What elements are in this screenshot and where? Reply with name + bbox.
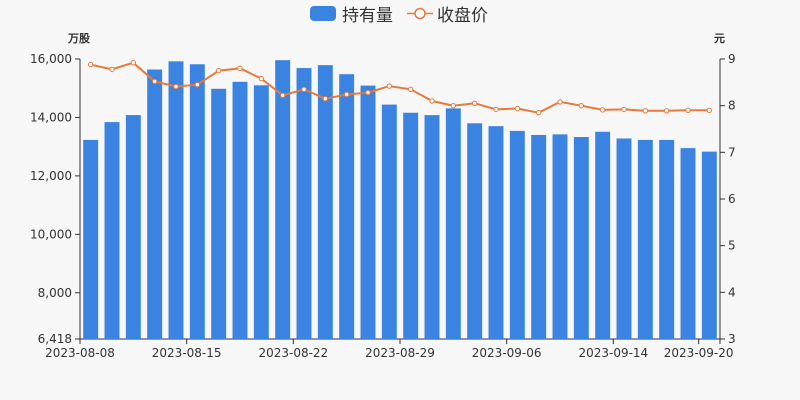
bar	[680, 148, 696, 339]
price-point	[173, 83, 179, 90]
x-axis-tick-label: 2023-08-08	[45, 346, 115, 360]
bar	[296, 68, 312, 339]
line-series	[87, 60, 713, 116]
right-axis-tick-label: 9	[728, 52, 736, 66]
legend-line-marker	[414, 7, 426, 20]
right-axis-tick-label: 5	[728, 239, 736, 253]
x-axis-tick-label: 2023-08-29	[365, 346, 435, 360]
x-axis: 2023-08-08 2023-08-15 2023-08-22 2023-08-29…	[45, 338, 734, 360]
right-axis-tick-label: 6	[728, 192, 736, 206]
bar	[595, 131, 611, 339]
bar	[147, 69, 163, 340]
legend-line-label: 收盘价	[437, 6, 488, 26]
bar	[552, 134, 568, 339]
bar	[659, 139, 675, 339]
right-axis-tick-label: 4	[728, 285, 736, 299]
price-point	[450, 102, 457, 109]
bar	[573, 137, 589, 339]
right-axis-unit: 元	[714, 32, 725, 45]
bar	[339, 74, 355, 339]
price-point	[322, 95, 329, 102]
price-point	[215, 67, 222, 74]
bar	[467, 123, 483, 340]
bar	[125, 115, 141, 339]
bar	[232, 81, 248, 340]
bar	[253, 85, 269, 339]
price-point	[109, 66, 115, 72]
price-line	[90, 61, 710, 114]
price-point	[557, 99, 563, 105]
bar	[104, 122, 120, 339]
bar	[83, 139, 99, 339]
bar	[637, 139, 653, 339]
left-axis-tick-label: 10,000	[30, 227, 72, 241]
x-axis-tick-label: 2023-09-14	[578, 346, 648, 360]
right-axis-tick-label: 8	[728, 99, 736, 113]
price-point	[599, 107, 606, 113]
right-axis: 3 4 5 6 7 8 9	[719, 52, 736, 346]
bar	[211, 88, 227, 340]
price-point	[386, 83, 393, 89]
x-axis-tick-label: 2023-09-20	[664, 346, 734, 360]
bar	[701, 151, 717, 339]
price-point	[151, 78, 158, 85]
price-point	[578, 102, 585, 109]
x-axis-tick-label: 2023-09-06	[472, 346, 542, 360]
price-point	[663, 108, 670, 114]
price-point	[685, 107, 691, 114]
left-axis: 6,418 8,000 10,000 12,000 14,000 16,000	[30, 52, 81, 346]
bar	[168, 61, 184, 340]
left-axis-tick-label: 6,418	[38, 332, 72, 346]
bar	[360, 85, 376, 339]
left-axis-tick-label: 14,000	[30, 110, 72, 124]
price-point	[237, 65, 243, 72]
bar	[317, 65, 333, 339]
price-point	[621, 106, 627, 113]
legend-bar-label: 持有量	[342, 6, 393, 26]
price-point	[87, 61, 94, 68]
bar	[189, 64, 205, 340]
price-point	[258, 75, 265, 82]
left-axis-tick-label: 8,000	[38, 286, 72, 300]
left-axis-tick-label: 12,000	[30, 169, 72, 183]
bar	[509, 130, 525, 339]
price-point	[706, 107, 713, 114]
price-point	[301, 86, 307, 93]
price-point	[343, 91, 350, 98]
right-axis-tick-label: 7	[728, 145, 736, 159]
bar	[381, 104, 397, 339]
price-point	[194, 81, 201, 88]
price-point	[365, 89, 371, 96]
legend-bar-swatch	[310, 6, 336, 21]
bar	[424, 115, 440, 339]
right-axis-tick-label: 3	[728, 332, 736, 346]
x-axis-tick-label: 2023-08-15	[152, 346, 222, 360]
bar	[616, 138, 632, 339]
price-point	[514, 105, 521, 112]
bar	[531, 134, 547, 339]
bar	[445, 108, 461, 339]
price-point	[642, 108, 649, 114]
price-point	[535, 109, 542, 116]
price-point	[407, 86, 414, 93]
x-axis-tick-label: 2023-08-22	[258, 346, 328, 360]
price-point	[429, 98, 435, 104]
legend[interactable]: 持有量 收盘价	[310, 6, 488, 26]
price-point	[493, 106, 499, 113]
price-point	[471, 100, 478, 107]
left-axis-tick-label: 16,000	[30, 52, 72, 66]
bar	[488, 126, 504, 339]
left-axis-unit: 万股	[67, 32, 91, 45]
price-point	[279, 92, 286, 99]
bar	[403, 112, 419, 339]
price-point	[130, 60, 137, 66]
bar-series	[83, 60, 717, 340]
bar	[275, 60, 291, 340]
